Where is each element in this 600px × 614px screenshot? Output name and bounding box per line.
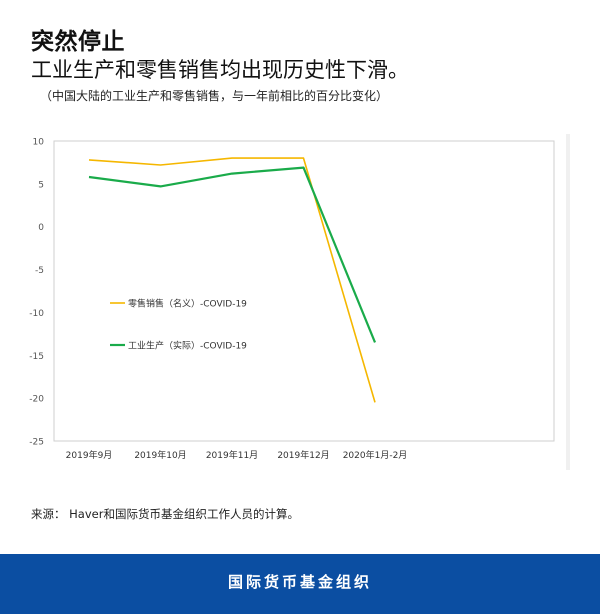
chart-title: 工业生产和零售销售均出现历史性下滑。 (31, 58, 409, 82)
plot-frame (53, 140, 555, 442)
y-tick-label: -20 (29, 395, 44, 405)
chart-subtitle: （中国大陆的工业生产和零售销售，与一年前相比的百分比变化） (40, 89, 389, 103)
legend-label: 零售销售（名义）-COVID-19 (128, 298, 247, 310)
footer-banner: 国际货币基金组织 (0, 554, 600, 614)
legend-label: 工业生产（实际）-COVID-19 (128, 340, 247, 352)
y-tick-label: -15 (29, 352, 44, 362)
scroll-strip (566, 134, 570, 470)
x-tick-label: 2019年12月 (277, 449, 329, 461)
org-name: 国际货币基金组织 (227, 572, 372, 591)
source-note: 来源： Haver和国际货币基金组织工作人员的计算。 (31, 507, 299, 521)
y-tick-label: 0 (38, 223, 44, 233)
x-tick-label: 2019年10月 (134, 449, 186, 461)
chart-title-bold: 突然停止 (31, 29, 125, 55)
y-tick-label: 5 (38, 180, 44, 190)
series-line-2 (88, 166, 377, 343)
y-tick-label: 10 (33, 138, 45, 148)
x-tick-label: 2020年1月-2月 (343, 449, 408, 461)
line-chart: 10 5 0 -5 -10 -15 -20 -25 2019年9月 2019年10月 2019年11… (29, 138, 555, 461)
y-tick-label: -25 (29, 438, 44, 448)
x-tick-label: 2019年11月 (206, 449, 258, 461)
y-tick-label: -5 (35, 266, 44, 276)
x-tick-label: 2019年9月 (66, 449, 113, 461)
series-line-1 (88, 157, 376, 403)
y-tick-label: -10 (29, 309, 44, 319)
